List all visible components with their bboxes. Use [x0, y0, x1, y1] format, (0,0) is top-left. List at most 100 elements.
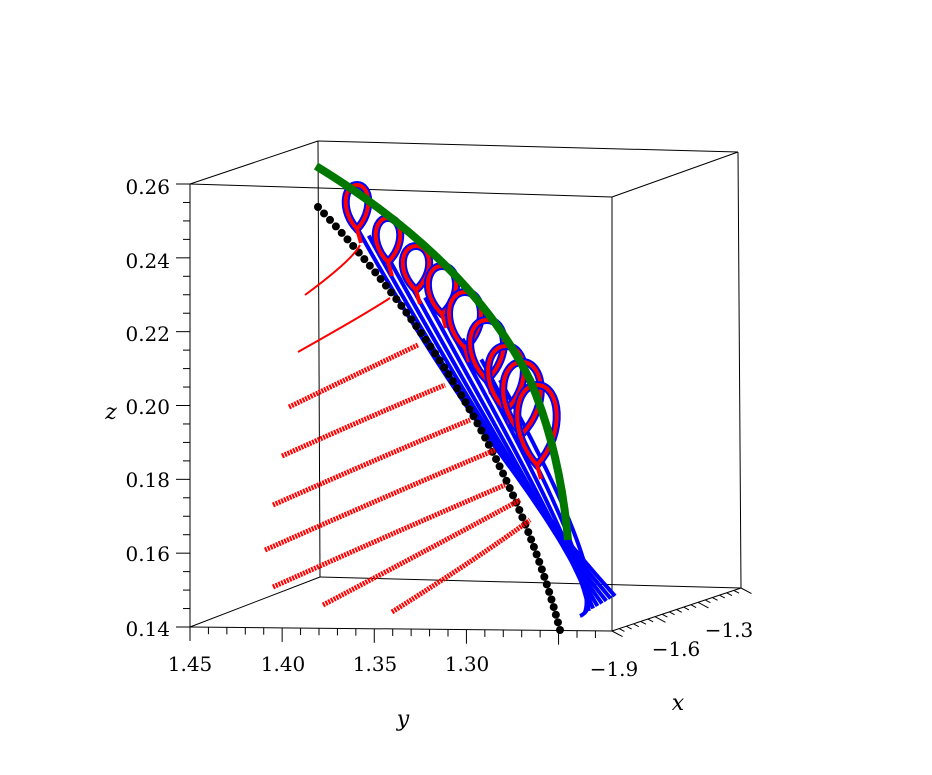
black-dot [343, 235, 352, 244]
black-dot [421, 335, 430, 344]
black-dot [505, 484, 514, 493]
black-dot [349, 241, 358, 250]
black-dot [402, 308, 411, 317]
x-tick-label: −1.6 [652, 637, 701, 661]
red-tail [287, 342, 420, 410]
red-loop [343, 182, 371, 232]
black-dot [542, 580, 551, 589]
black-dot [553, 618, 562, 627]
black-dot [431, 349, 440, 358]
black-dot [477, 426, 486, 435]
black-dot [465, 405, 474, 414]
black-dot [515, 505, 524, 514]
red-loop [468, 317, 506, 383]
red-tail [271, 482, 506, 590]
y-tick-label: 1.40 [261, 652, 306, 676]
x-tick [661, 613, 668, 618]
x-tick [733, 589, 740, 594]
red-loop-stem [535, 464, 543, 480]
red-tail [304, 244, 361, 296]
box-edge [737, 151, 742, 589]
black-dot [325, 215, 334, 224]
black-dot [492, 455, 501, 464]
red-loop [515, 382, 559, 468]
box-edge [611, 151, 739, 198]
z-tick-label: 0.26 [125, 175, 170, 199]
x-tick [633, 623, 639, 628]
z-tick-label: 0.16 [125, 542, 170, 566]
box-edge [317, 140, 739, 153]
green-curve [313, 162, 572, 541]
black-dot [549, 603, 558, 612]
black-dot [540, 572, 549, 581]
box-edge [189, 183, 613, 198]
x-tick [704, 599, 711, 604]
x-tick [690, 604, 697, 608]
black-dot [453, 384, 462, 393]
black-dot [551, 610, 560, 619]
black-dot [360, 255, 369, 264]
y-tick-label: 1.35 [353, 652, 398, 676]
black-dot [337, 228, 346, 237]
z-tick-label: 0.24 [125, 249, 170, 273]
black-dot [407, 315, 416, 324]
black-dot [524, 528, 533, 537]
x-tick [697, 601, 709, 609]
black-dot [444, 370, 453, 379]
black-dot [509, 491, 518, 500]
red-tail [263, 447, 496, 553]
z-tick-label: 0.18 [125, 468, 170, 492]
black-dot [556, 626, 564, 634]
black-dot [387, 288, 396, 297]
curves [263, 162, 617, 634]
black-dot [365, 261, 374, 270]
x-tick [740, 587, 752, 595]
black-dot [417, 328, 426, 337]
x-tick [669, 611, 675, 616]
black-dot [537, 565, 546, 574]
black-dot [314, 203, 322, 211]
black-dot [518, 513, 527, 522]
z-tick-label: 0.22 [125, 322, 170, 346]
box-edge [189, 140, 319, 185]
x-tick [618, 628, 625, 632]
box-edge [189, 576, 321, 628]
x-tick [647, 618, 654, 623]
x-tick-label: −1.9 [590, 657, 639, 681]
x-tick [683, 606, 690, 611]
black-dot [535, 557, 544, 566]
axis-ticks [176, 183, 752, 645]
black-dot [457, 391, 466, 400]
box-edge [317, 140, 321, 578]
black-dot [397, 301, 406, 310]
x-tick [626, 625, 632, 630]
red-tail [321, 497, 522, 608]
red-tail [297, 297, 391, 353]
black-dot [440, 363, 449, 372]
x-tick [640, 621, 647, 625]
x-tick [611, 630, 623, 638]
y-tick-label: 1.45 [168, 652, 213, 676]
black-dot [502, 476, 511, 485]
black-dot [473, 419, 482, 428]
box-edge [319, 576, 742, 589]
black-dot [435, 356, 444, 365]
z-tick-label: 0.20 [125, 395, 170, 419]
red-tail [280, 382, 446, 459]
x-tick [719, 594, 725, 599]
black-dot [527, 535, 536, 544]
black-dot [547, 595, 556, 604]
black-dot [371, 268, 380, 277]
box-edge [189, 626, 613, 632]
y-axis-title: y [396, 707, 410, 732]
red-tail [390, 517, 532, 615]
x-tick [676, 609, 682, 613]
black-dot [331, 222, 340, 231]
black-dot [529, 542, 538, 551]
black-dot [448, 377, 457, 386]
red-loop-stem [463, 347, 471, 363]
black-dot [484, 440, 493, 449]
y-tick-label: 1.30 [445, 652, 490, 676]
black-dot [376, 275, 385, 284]
black-dot [499, 469, 508, 478]
